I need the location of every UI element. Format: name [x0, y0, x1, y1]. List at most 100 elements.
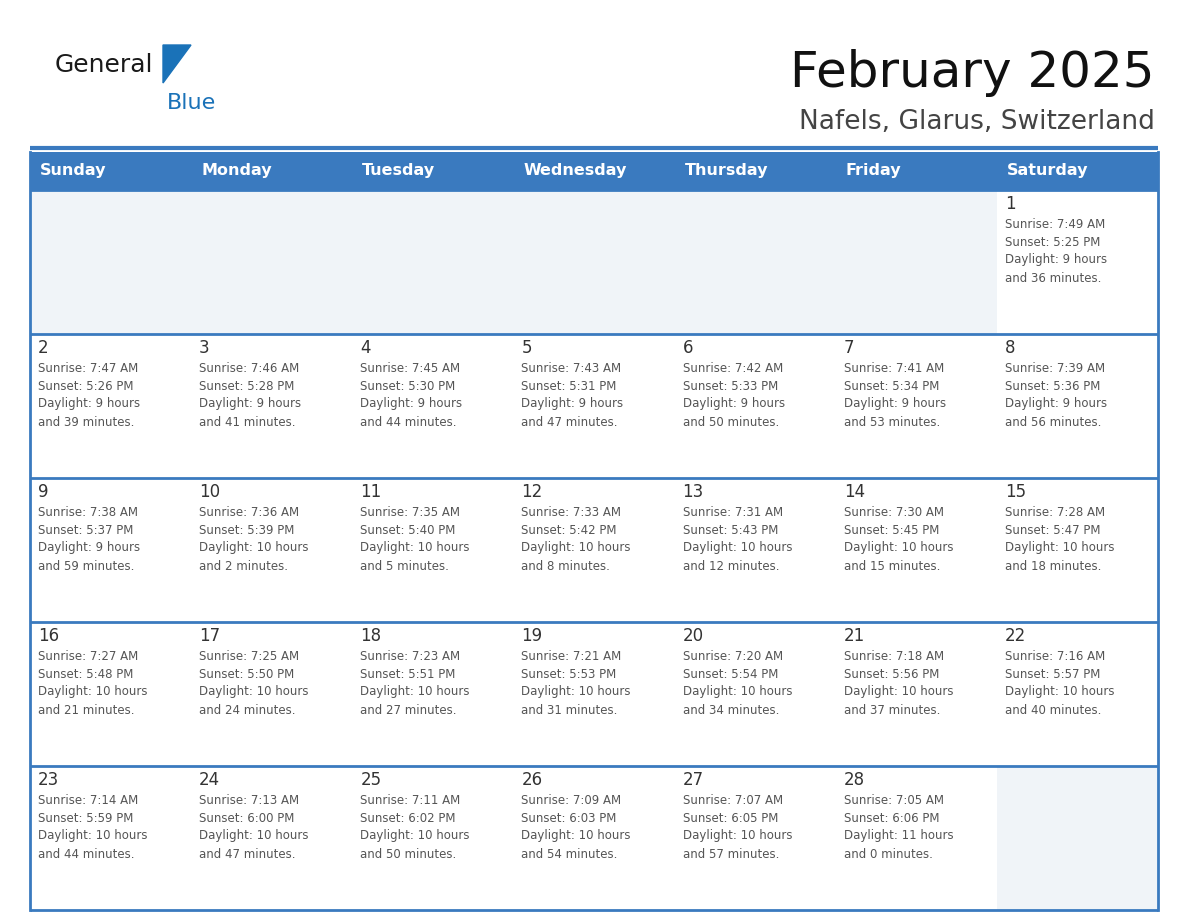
Text: Sunday: Sunday	[40, 163, 107, 178]
Text: Sunset: 6:03 PM: Sunset: 6:03 PM	[522, 812, 617, 824]
Bar	[191, 334, 353, 478]
Text: Sunrise: 7:49 AM: Sunrise: 7:49 AM	[1005, 218, 1105, 230]
Text: Daylight: 10 hours: Daylight: 10 hours	[200, 542, 309, 554]
Text: Nafels, Glarus, Switzerland: Nafels, Glarus, Switzerland	[800, 109, 1155, 135]
Text: 25: 25	[360, 771, 381, 789]
Bar	[675, 766, 835, 910]
Text: and 50 minutes.: and 50 minutes.	[683, 416, 779, 429]
Bar	[513, 334, 675, 478]
Bar	[191, 152, 353, 190]
Text: Sunrise: 7:45 AM: Sunrise: 7:45 AM	[360, 362, 461, 375]
Text: 20: 20	[683, 627, 703, 645]
Text: Sunset: 5:31 PM: Sunset: 5:31 PM	[522, 379, 617, 393]
Text: Sunset: 5:51 PM: Sunset: 5:51 PM	[360, 667, 456, 680]
Text: Daylight: 9 hours: Daylight: 9 hours	[38, 397, 140, 410]
Text: Daylight: 10 hours: Daylight: 10 hours	[1005, 686, 1114, 699]
Bar	[191, 622, 353, 766]
Bar	[30, 334, 191, 478]
Text: Sunrise: 7:28 AM: Sunrise: 7:28 AM	[1005, 506, 1105, 519]
Text: 22: 22	[1005, 627, 1026, 645]
Text: Sunrise: 7:30 AM: Sunrise: 7:30 AM	[843, 506, 943, 519]
Text: Daylight: 9 hours: Daylight: 9 hours	[522, 397, 624, 410]
Bar	[513, 766, 675, 910]
Text: Sunset: 6:02 PM: Sunset: 6:02 PM	[360, 812, 456, 824]
Text: 1: 1	[1005, 195, 1016, 213]
Text: Sunset: 5:33 PM: Sunset: 5:33 PM	[683, 379, 778, 393]
Text: 14: 14	[843, 483, 865, 501]
Text: Sunrise: 7:27 AM: Sunrise: 7:27 AM	[38, 650, 138, 663]
Bar	[353, 622, 513, 766]
Text: 23: 23	[38, 771, 59, 789]
Text: Sunrise: 7:18 AM: Sunrise: 7:18 AM	[843, 650, 943, 663]
Bar	[30, 478, 191, 622]
Text: Sunset: 5:42 PM: Sunset: 5:42 PM	[522, 523, 617, 536]
Text: Sunset: 5:34 PM: Sunset: 5:34 PM	[843, 379, 939, 393]
Bar	[835, 478, 997, 622]
Text: Sunrise: 7:47 AM: Sunrise: 7:47 AM	[38, 362, 138, 375]
Text: Sunrise: 7:39 AM: Sunrise: 7:39 AM	[1005, 362, 1105, 375]
Text: 13: 13	[683, 483, 703, 501]
Bar	[835, 622, 997, 766]
Text: 11: 11	[360, 483, 381, 501]
Text: and 5 minutes.: and 5 minutes.	[360, 559, 449, 573]
Bar	[30, 478, 191, 622]
Text: Sunrise: 7:36 AM: Sunrise: 7:36 AM	[200, 506, 299, 519]
Text: and 57 minutes.: and 57 minutes.	[683, 847, 779, 860]
Text: 15: 15	[1005, 483, 1026, 501]
Bar	[675, 152, 835, 190]
Text: and 39 minutes.: and 39 minutes.	[38, 416, 134, 429]
Bar	[513, 766, 675, 910]
Text: and 40 minutes.: and 40 minutes.	[1005, 703, 1101, 717]
Bar	[191, 766, 353, 910]
Bar	[353, 190, 513, 334]
Bar	[30, 190, 191, 334]
Text: Daylight: 9 hours: Daylight: 9 hours	[200, 397, 302, 410]
Bar	[835, 766, 997, 910]
Bar	[353, 766, 513, 910]
Text: Thursday: Thursday	[684, 163, 769, 178]
Text: Daylight: 9 hours: Daylight: 9 hours	[1005, 397, 1107, 410]
Bar	[353, 152, 513, 190]
Text: Sunset: 5:50 PM: Sunset: 5:50 PM	[200, 667, 295, 680]
Bar	[191, 478, 353, 622]
Text: 2: 2	[38, 339, 49, 357]
Text: 5: 5	[522, 339, 532, 357]
Text: Daylight: 9 hours: Daylight: 9 hours	[843, 397, 946, 410]
Text: 7: 7	[843, 339, 854, 357]
Text: Sunrise: 7:20 AM: Sunrise: 7:20 AM	[683, 650, 783, 663]
Bar	[997, 190, 1158, 334]
Text: Daylight: 10 hours: Daylight: 10 hours	[843, 542, 953, 554]
Text: Daylight: 10 hours: Daylight: 10 hours	[683, 542, 792, 554]
Text: Sunrise: 7:42 AM: Sunrise: 7:42 AM	[683, 362, 783, 375]
Text: 8: 8	[1005, 339, 1016, 357]
Text: Daylight: 10 hours: Daylight: 10 hours	[38, 686, 147, 699]
Text: Sunset: 5:43 PM: Sunset: 5:43 PM	[683, 523, 778, 536]
Text: and 47 minutes.: and 47 minutes.	[200, 847, 296, 860]
Bar	[191, 478, 353, 622]
Text: Wednesday: Wednesday	[524, 163, 627, 178]
Bar	[675, 622, 835, 766]
Text: Sunrise: 7:41 AM: Sunrise: 7:41 AM	[843, 362, 944, 375]
Text: Daylight: 10 hours: Daylight: 10 hours	[522, 830, 631, 843]
Bar	[30, 152, 191, 190]
Text: Daylight: 10 hours: Daylight: 10 hours	[360, 542, 469, 554]
Bar	[675, 478, 835, 622]
Text: and 2 minutes.: and 2 minutes.	[200, 559, 289, 573]
Bar	[353, 334, 513, 478]
Bar	[30, 334, 191, 478]
Text: and 0 minutes.: and 0 minutes.	[843, 847, 933, 860]
Text: Sunrise: 7:21 AM: Sunrise: 7:21 AM	[522, 650, 621, 663]
Text: and 12 minutes.: and 12 minutes.	[683, 559, 779, 573]
Text: Sunrise: 7:43 AM: Sunrise: 7:43 AM	[522, 362, 621, 375]
Text: Sunset: 5:26 PM: Sunset: 5:26 PM	[38, 379, 133, 393]
Text: and 54 minutes.: and 54 minutes.	[522, 847, 618, 860]
Bar	[191, 190, 353, 334]
Bar	[30, 766, 191, 910]
Bar	[513, 152, 675, 190]
Bar	[353, 622, 513, 766]
Bar	[30, 622, 191, 766]
Text: Sunrise: 7:13 AM: Sunrise: 7:13 AM	[200, 793, 299, 807]
Text: and 56 minutes.: and 56 minutes.	[1005, 416, 1101, 429]
Bar	[513, 622, 675, 766]
Text: and 24 minutes.: and 24 minutes.	[200, 703, 296, 717]
